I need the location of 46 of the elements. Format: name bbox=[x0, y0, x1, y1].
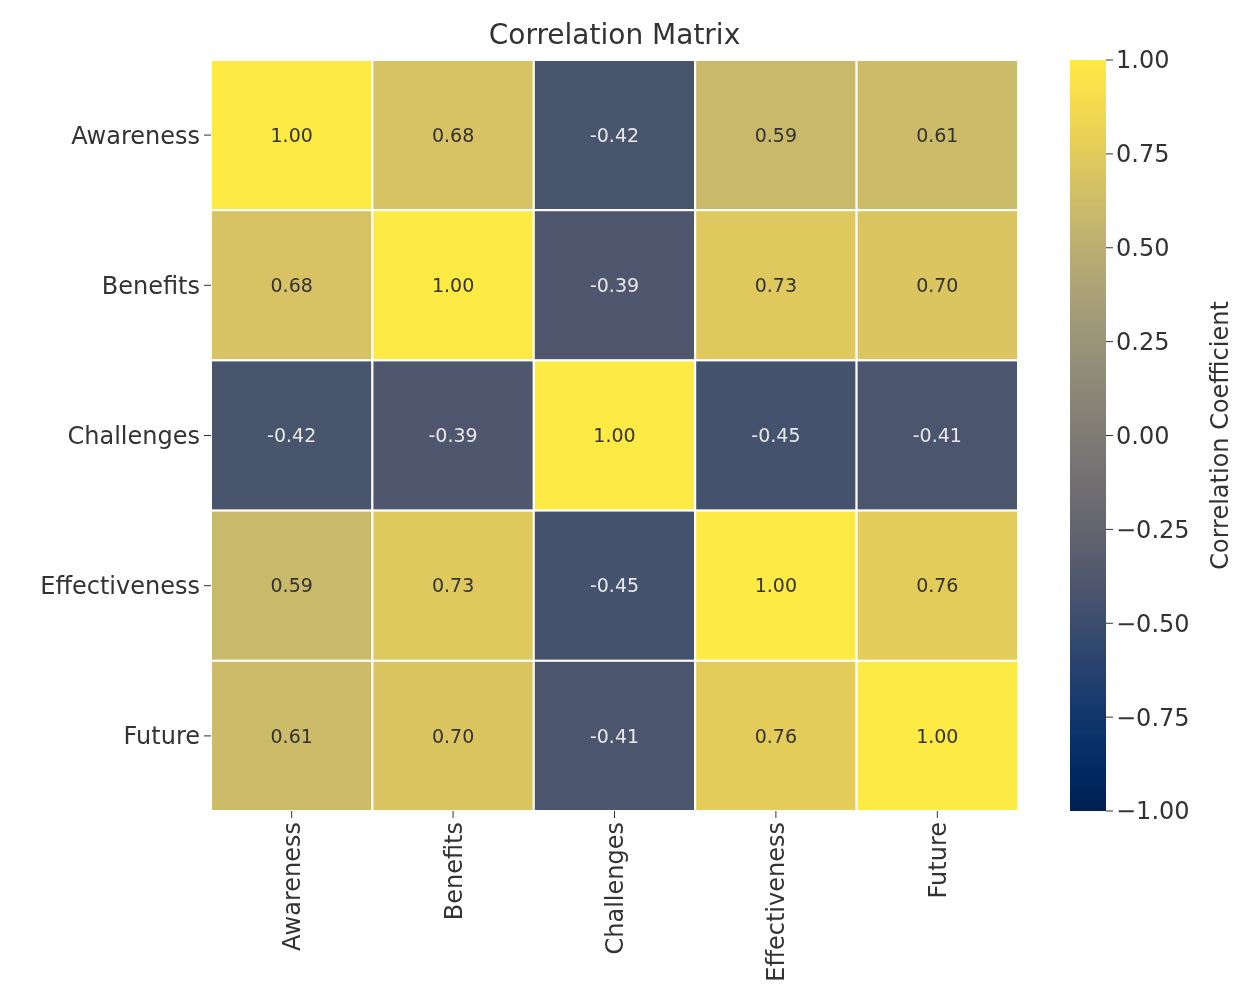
data-label: 0.61 bbox=[270, 724, 313, 747]
data-label: 0.68 bbox=[431, 123, 475, 146]
color-bar-label: −0.50 bbox=[1116, 609, 1190, 638]
color-bar-label: 0.50 bbox=[1116, 234, 1170, 263]
x-tick-label: Future bbox=[923, 822, 952, 899]
x-tick-label: Awareness bbox=[278, 822, 307, 951]
y-tick-label: Benefits bbox=[101, 271, 200, 300]
chart-title: Correlation Matrix bbox=[488, 18, 741, 51]
color-bar-label: −0.25 bbox=[1116, 515, 1190, 544]
data-label: 0.70 bbox=[431, 724, 475, 747]
data-label: -0.39 bbox=[428, 424, 478, 447]
x-tick-label: Challenges bbox=[600, 822, 629, 955]
color-bar-title: Correlation Coefficient bbox=[1206, 301, 1233, 570]
color-bar-label: 0.75 bbox=[1116, 140, 1170, 169]
y-tick-label: Awareness bbox=[71, 121, 200, 150]
data-label: -0.39 bbox=[589, 273, 640, 296]
data-label: -0.42 bbox=[589, 123, 640, 146]
data-label: 0.73 bbox=[431, 574, 475, 597]
color-bar-label: 1.00 bbox=[1116, 46, 1170, 75]
data-label: 0.76 bbox=[754, 724, 798, 747]
data-label: -0.45 bbox=[589, 574, 640, 597]
x-tick-label: Benefits bbox=[439, 822, 468, 921]
data-label: 0.61 bbox=[916, 123, 959, 146]
data-label: 0.59 bbox=[270, 574, 313, 597]
data-label: 0.73 bbox=[754, 273, 798, 296]
data-label: -0.42 bbox=[267, 424, 317, 447]
y-tick-label: Future bbox=[123, 722, 200, 751]
data-label: 0.70 bbox=[916, 273, 959, 296]
data-label: 1.00 bbox=[593, 424, 636, 447]
data-label: -0.45 bbox=[751, 424, 801, 447]
data-label: 0.76 bbox=[916, 574, 959, 597]
data-label: 1.00 bbox=[431, 273, 475, 296]
x-tick-label: Effectiveness bbox=[762, 822, 791, 982]
data-label: 1.00 bbox=[916, 724, 959, 747]
data-label: -0.41 bbox=[912, 424, 962, 447]
data-label: -0.41 bbox=[589, 724, 640, 747]
y-tick-label: Challenges bbox=[67, 421, 200, 450]
data-label: 1.00 bbox=[270, 123, 313, 146]
data-label: 1.00 bbox=[754, 574, 798, 597]
color-bar-label: −1.00 bbox=[1116, 797, 1190, 826]
data-label: 0.68 bbox=[270, 273, 313, 296]
data-label: 0.59 bbox=[754, 123, 798, 146]
color-bar-label: −0.75 bbox=[1116, 703, 1190, 732]
y-tick-label: Effectiveness bbox=[40, 572, 200, 601]
color-bar-label: 0.00 bbox=[1116, 421, 1170, 450]
color-bar-label: 0.25 bbox=[1116, 328, 1170, 357]
